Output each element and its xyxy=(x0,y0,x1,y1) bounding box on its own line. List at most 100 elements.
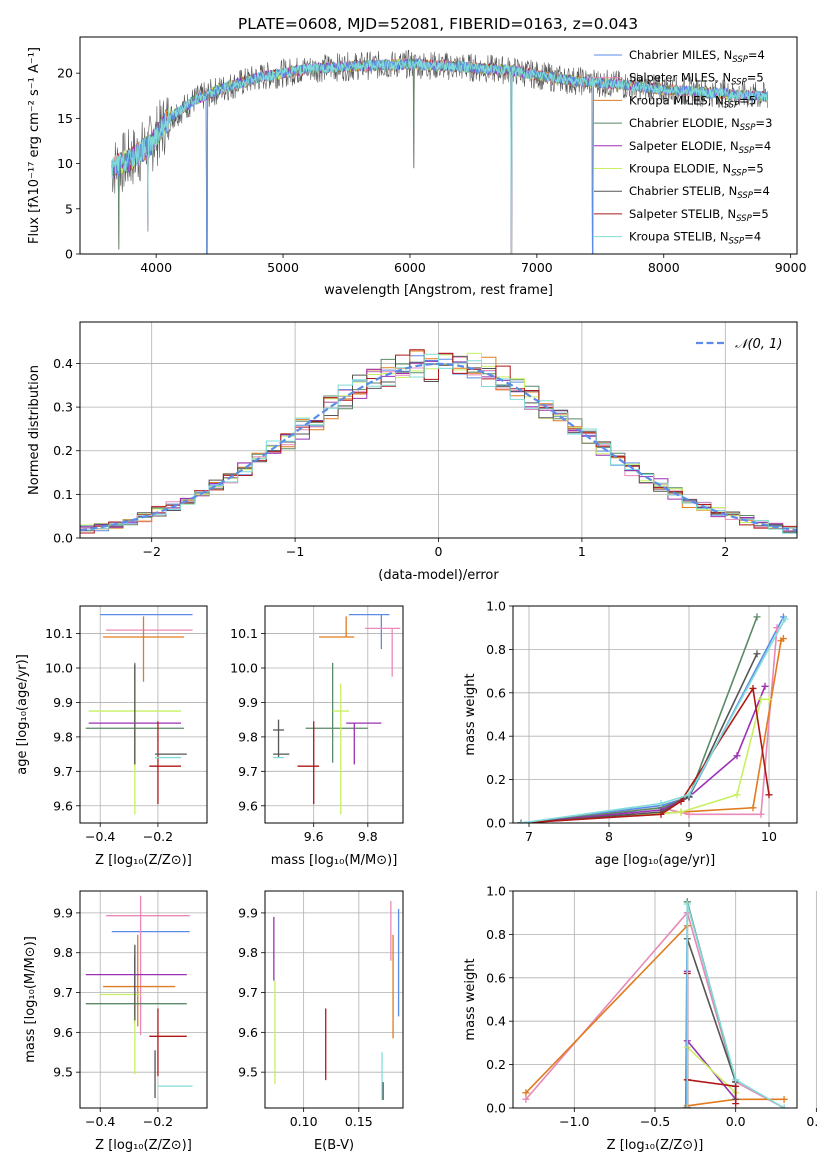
legend-label: Kroupa MILES, NSSP=5 xyxy=(629,93,756,110)
weight-vs-Z-ytick-label: 1.0 xyxy=(486,884,506,899)
weight-point-marker xyxy=(779,635,787,643)
legend-n-label: , N xyxy=(723,139,739,153)
spectrum-ytick-label: 5 xyxy=(65,201,73,216)
spectrum-xtick-label: 7000 xyxy=(521,260,553,275)
legend-n-value: 3 xyxy=(765,116,772,130)
age-vs-Z-points xyxy=(85,613,193,815)
age-vs-mass-xtick-label: 9.8 xyxy=(358,829,378,844)
spectrum-series-line xyxy=(111,58,768,250)
weight-point-marker xyxy=(683,1104,691,1108)
legend-n-subscript: SSP xyxy=(724,100,740,110)
spectrum-xtick-label: 6000 xyxy=(394,260,426,275)
weight-vs-Z-xlabel: Z [log₁₀(Z/Z⊙)] xyxy=(607,1138,704,1153)
mass-vs-Z-ytick-label: 9.9 xyxy=(53,905,73,920)
legend-n-subscript: SSP xyxy=(736,214,752,224)
age-vs-Z-ytick-label: 9.8 xyxy=(53,729,73,744)
mass-vs-Z-xtick-label: −0.4 xyxy=(85,1114,115,1129)
weight-vs-Z-ytick-label: 0.4 xyxy=(486,1014,506,1029)
weight-vs-Z-ytick-label: 0.0 xyxy=(486,1101,506,1116)
age-vs-Z-axes: −0.4 −0.2 9.6 9.7 9.8 9.9 10.0 10.1 Z [log₁₀(Z/Z… xyxy=(15,606,207,868)
age-vs-Z-ylabel: age [log₁₀(age/yr)] xyxy=(15,654,30,775)
age-vs-mass-xtick-label: 9.6 xyxy=(304,829,324,844)
weight-vs-Z-ytick-label: 0.6 xyxy=(486,970,506,985)
age-vs-mass-ytick-label: 10.1 xyxy=(230,626,258,641)
figure-title: PLATE=0608, MJD=52081, FIBERID=0163, z=0… xyxy=(238,15,638,33)
spectrum-ylabel: Flux [fλ10⁻¹⁷ erg cm⁻² s⁻¹ A⁻¹] xyxy=(27,47,42,244)
legend-n-value: 5 xyxy=(761,207,768,221)
legend-n-subscript: SSP xyxy=(731,78,747,88)
legend-label: Chabrier MILES, NSSP=4 xyxy=(629,48,765,65)
age-vs-mass-ytick-label: 9.8 xyxy=(238,729,258,744)
legend-n-value: 5 xyxy=(749,93,756,107)
legend-label: 𝒩(0, 1) xyxy=(735,337,782,352)
spectrum-ytick-label: 0 xyxy=(65,247,73,262)
legend-n-label: , N xyxy=(715,162,731,176)
legend-series-name: Chabrier MILES xyxy=(629,48,716,62)
legend-n-equals: = xyxy=(755,116,765,130)
weight-point-marker xyxy=(753,650,761,658)
legend-label: Kroupa STELIB, NSSP=4 xyxy=(629,230,761,247)
legend-label: Kroupa ELODIE, NSSP=5 xyxy=(629,162,764,179)
age-vs-mass-ytick-label: 9.7 xyxy=(238,764,258,779)
age-vs-Z-xtick-label: −0.2 xyxy=(143,829,173,844)
spectrum-frame xyxy=(79,36,798,255)
age-vs-Z-ytick-label: 9.9 xyxy=(53,695,73,710)
spectrum-ytick-label: 10 xyxy=(57,156,73,171)
spectrum-axes: 4000 5000 6000 7000 8000 9000 0 5 10 15 20 waveleng… xyxy=(27,47,807,298)
legend-n-value: 5 xyxy=(756,71,763,85)
residuals-ytick-label: 0.1 xyxy=(53,487,73,502)
spectrum-xtick-label: 8000 xyxy=(648,260,680,275)
residuals-ytick-label: 0.3 xyxy=(53,400,73,415)
weight-series-line xyxy=(520,637,784,823)
age-vs-mass-ytick-label: 10.0 xyxy=(230,661,258,676)
legend-n-equals: = xyxy=(754,139,764,153)
age-vs-Z-xlabel: Z [log₁₀(Z/Z⊙)] xyxy=(95,853,192,868)
legend-n-subscript: SSP xyxy=(732,55,748,65)
weight-vs-Z-xtick-label: 0.0 xyxy=(726,1114,746,1129)
weight-point-marker xyxy=(732,1076,740,1084)
spectrum-xtick-label: 5000 xyxy=(267,260,299,275)
residuals-ylabel: Normed distribution xyxy=(27,365,42,495)
legend-n-equals: = xyxy=(747,71,757,85)
residuals-xtick-label: 0 xyxy=(435,544,443,559)
age-vs-mass-axes: 9.6 9.8 9.6 9.7 9.8 9.9 10.0 10.1 mass [log₁₀(M/… xyxy=(230,606,403,868)
legend-n-value: 4 xyxy=(758,48,765,62)
weight-point-marker xyxy=(683,900,691,908)
legend-series-name: Salpeter STELIB xyxy=(629,207,720,221)
spectrum-xtick-label: 4000 xyxy=(140,260,172,275)
legend-n-label: , N xyxy=(720,207,736,221)
age-vs-Z-ytick-label: 10.1 xyxy=(45,626,73,641)
legend-label: Salpeter ELODIE, NSSP=4 xyxy=(629,139,771,156)
weight-series-line xyxy=(520,686,766,823)
weight-vs-age-frame xyxy=(512,605,798,824)
age-vs-mass-ytick-label: 9.9 xyxy=(238,695,258,710)
mass-vs-Z-ytick-label: 9.6 xyxy=(53,1025,73,1040)
legend-label: Salpeter STELIB, NSSP=5 xyxy=(629,207,769,224)
weight-vs-Z-ylabel: mass weight xyxy=(463,958,478,1040)
weight-point-marker xyxy=(517,819,525,823)
weight-vs-age-ytick-label: 1.0 xyxy=(486,599,506,614)
residuals-xtick-label: −1 xyxy=(286,544,304,559)
legend-label: Chabrier STELIB, NSSP=4 xyxy=(629,184,770,201)
weight-point-marker xyxy=(677,797,685,805)
legend-series-name: Chabrier ELODIE xyxy=(629,116,724,130)
legend-series-name: Chabrier STELIB xyxy=(629,184,721,198)
legend-n-equals: = xyxy=(748,48,758,62)
mass-vs-Z-xlabel: Z [log₁₀(Z/Z⊙)] xyxy=(95,1138,192,1153)
weight-series-line xyxy=(686,903,785,1108)
residuals-ytick-label: 0.2 xyxy=(53,443,73,458)
age-vs-Z-xtick-label: −0.4 xyxy=(85,829,115,844)
weight-point-marker xyxy=(657,810,665,818)
weight-point-marker xyxy=(757,810,765,818)
weight-point-marker xyxy=(522,1095,530,1103)
mass-vs-ebv-ytick-label: 9.8 xyxy=(238,945,258,960)
legend-n-label: , N xyxy=(715,71,731,85)
legend-series-name: Salpeter ELODIE xyxy=(629,139,723,153)
mass-vs-Z-points xyxy=(85,895,193,1099)
age-vs-Z-frame xyxy=(79,605,208,824)
weight-vs-age-ytick-label: 0.0 xyxy=(486,816,506,831)
spectrum-series xyxy=(111,49,768,254)
weight-point-marker xyxy=(733,791,741,799)
weight-point-marker xyxy=(757,695,765,703)
